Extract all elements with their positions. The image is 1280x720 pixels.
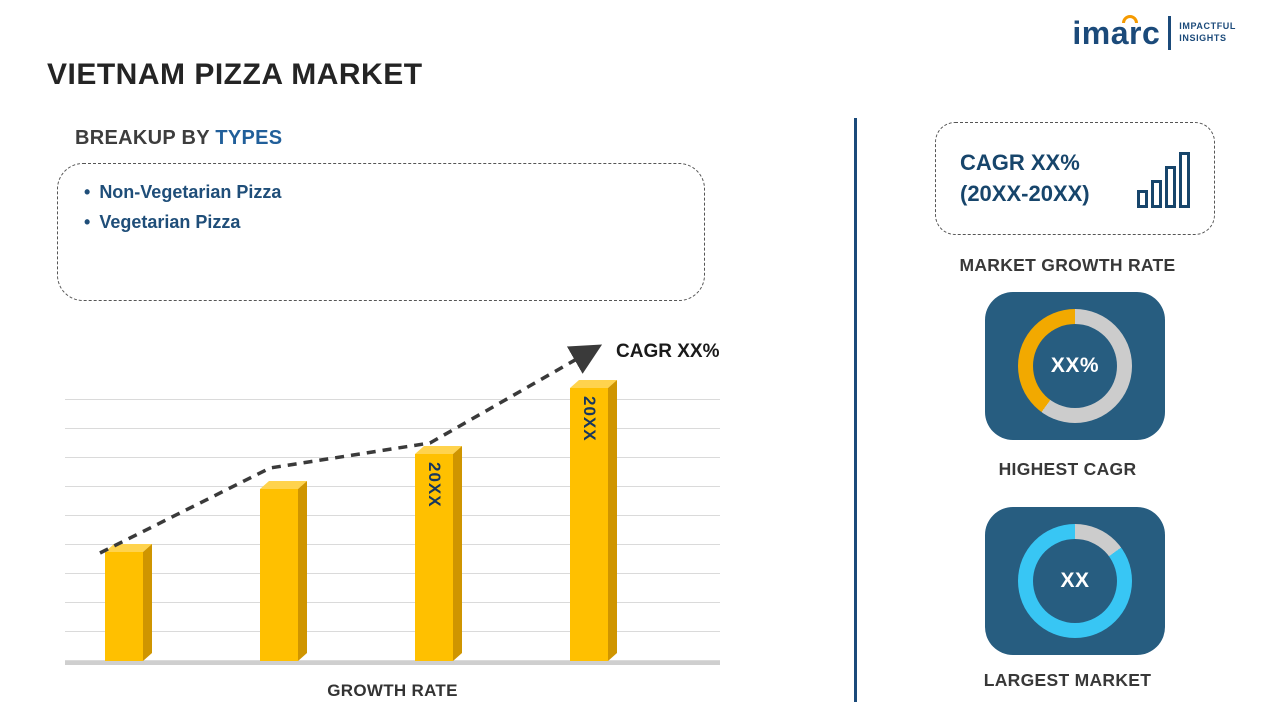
page-title: VIETNAM PIZZA MARKET bbox=[47, 58, 423, 91]
breakup-heading: BREAKUP BY TYPES bbox=[75, 127, 283, 149]
largest-market-label: LARGEST MARKET bbox=[983, 670, 1152, 690]
imarc-logo: imarc IMPACTFUL INSIGHTS bbox=[1072, 15, 1236, 51]
logo-orange-arc-icon bbox=[1122, 15, 1139, 23]
cagr-trend-label: CAGR XX% bbox=[616, 341, 720, 362]
bar-year-label: 20XX bbox=[425, 462, 444, 508]
type-item-non-vegetarian: Non-Vegetarian Pizza bbox=[84, 178, 678, 208]
highest-cagr-donut: XX% bbox=[1018, 309, 1132, 423]
bar-1 bbox=[105, 544, 152, 661]
bar-year-label: 20XX bbox=[580, 396, 599, 442]
x-axis-label: GROWTH RATE bbox=[327, 681, 458, 700]
highest-cagr-label: HIGHEST CAGR bbox=[998, 459, 1137, 479]
type-item-vegetarian: Vegetarian Pizza bbox=[84, 208, 678, 238]
market-growth-rate-label: MARKET GROWTH RATE bbox=[959, 255, 1176, 275]
highest-cagr-value: XX% bbox=[1050, 354, 1100, 377]
types-list: Non-Vegetarian Pizza Vegetarian Pizza bbox=[84, 178, 678, 237]
bar-2 bbox=[260, 481, 307, 661]
logo-brand-text: imarc bbox=[1072, 15, 1161, 51]
logo-divider-bar bbox=[1168, 16, 1172, 50]
largest-market-value: XX bbox=[1060, 569, 1090, 592]
growth-rate-bar-chart: 20XX 20XX bbox=[65, 378, 720, 665]
highest-cagr-card: XX% bbox=[985, 292, 1165, 440]
logo-tagline: IMPACTFUL INSIGHTS bbox=[1179, 21, 1236, 43]
cagr-summary-box: CAGR XX% (20XX-20XX) bbox=[935, 122, 1215, 235]
bar-chart-icon bbox=[1137, 150, 1190, 208]
largest-market-donut: XX bbox=[1018, 524, 1132, 638]
vertical-divider bbox=[854, 118, 857, 702]
bar-4: 20XX bbox=[570, 380, 617, 661]
types-list-box: Non-Vegetarian Pizza Vegetarian Pizza bbox=[57, 163, 705, 301]
cagr-summary-text: CAGR XX% (20XX-20XX) bbox=[960, 149, 1090, 206]
largest-market-card: XX bbox=[985, 507, 1165, 655]
bar-3: 20XX bbox=[415, 446, 462, 661]
